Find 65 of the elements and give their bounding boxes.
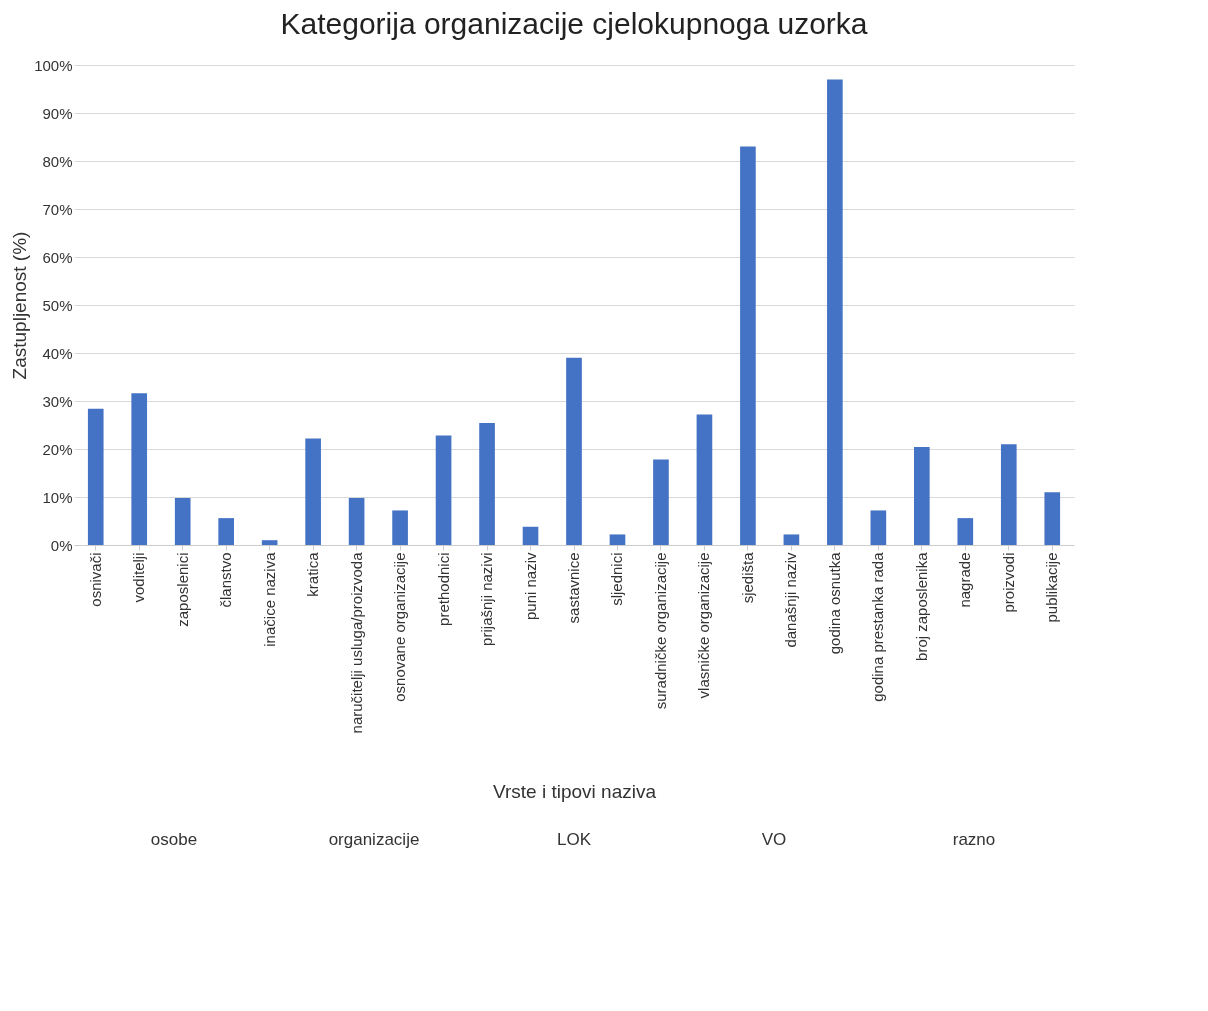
x-tick-label: kratica — [304, 551, 322, 597]
y-tick-label: 40% — [42, 344, 73, 362]
bar — [957, 518, 974, 545]
x-tick-label: članstvo — [217, 552, 235, 608]
bar — [609, 534, 626, 545]
bar — [653, 459, 669, 545]
x-tick-label: naručitelji usluga/proizvoda — [347, 551, 365, 734]
y-tick-label: 20% — [42, 440, 73, 458]
x-tick-label: prethodnici — [434, 552, 452, 626]
x-tick-label: sljednici — [608, 552, 626, 606]
bar — [305, 438, 321, 545]
bar — [827, 79, 843, 545]
bar — [392, 510, 408, 545]
x-tick-label: godina osnutka — [825, 551, 843, 655]
x-tick-label: osnivači — [86, 552, 104, 607]
x-tick-label: inačice naziva — [260, 551, 278, 647]
bar — [522, 526, 539, 545]
bar — [261, 540, 278, 545]
x-tick-label: sastavnice — [565, 552, 582, 624]
x-tick-label: proizvodi — [999, 552, 1017, 613]
bar — [87, 408, 104, 545]
x-tick-label: publikacije — [1043, 552, 1061, 623]
chart-title: Kategorija organizacije cjelokupnoga uzorka — [280, 7, 868, 40]
y-tick-label: 90% — [42, 104, 73, 122]
x-tick-label: osnovane organizacije — [391, 552, 409, 702]
x-tick-label: sjedišta — [738, 551, 756, 604]
bar — [914, 447, 930, 545]
x-tick-label: vlasničke organizacije — [695, 552, 713, 699]
text: osobe — [150, 830, 198, 849]
bar — [218, 518, 234, 545]
y-tick-label: 60% — [42, 248, 73, 266]
bar — [435, 435, 452, 545]
x-tick-label: prijašnji nazivi — [478, 552, 496, 646]
x-tick-label: zaposlenici — [173, 552, 191, 627]
text: VO — [761, 830, 787, 849]
bar — [174, 497, 191, 545]
x-tick-label: broj zaposlenika — [912, 551, 930, 661]
y-tick-label: 100% — [34, 56, 73, 74]
bar — [479, 423, 495, 545]
bar — [131, 393, 148, 545]
y-tick-label: 10% — [42, 488, 73, 506]
bar — [566, 357, 582, 545]
x-tick-label: puni naziv — [521, 552, 539, 621]
x-tick-label: godina prestanka rada — [869, 551, 887, 702]
bar — [1000, 444, 1017, 545]
text: LOK — [556, 830, 592, 849]
bar — [696, 414, 713, 545]
bar — [740, 146, 756, 545]
y-tick-label: 30% — [42, 392, 73, 410]
y-tick-label: 50% — [42, 296, 73, 314]
x-tick-label: nagrade — [956, 552, 974, 608]
text: organizacije — [328, 830, 420, 849]
y-tick-label: 80% — [42, 152, 73, 170]
x-tick-label: voditelji — [130, 552, 148, 603]
y-tick-label: 70% — [42, 200, 73, 218]
y-tick-label: 0% — [50, 536, 73, 554]
bar — [783, 534, 800, 545]
x-tick-label: suradničke organizacije — [651, 552, 669, 710]
bar — [870, 510, 887, 545]
bar — [1044, 492, 1061, 545]
text: razno — [952, 830, 996, 849]
x-tick-label: današnji naziv — [782, 552, 800, 648]
bar — [348, 497, 365, 545]
x-axis-title: Vrste i tipovi naziva — [493, 781, 657, 803]
y-axis-title: Zastupljenost (%) — [9, 231, 31, 380]
